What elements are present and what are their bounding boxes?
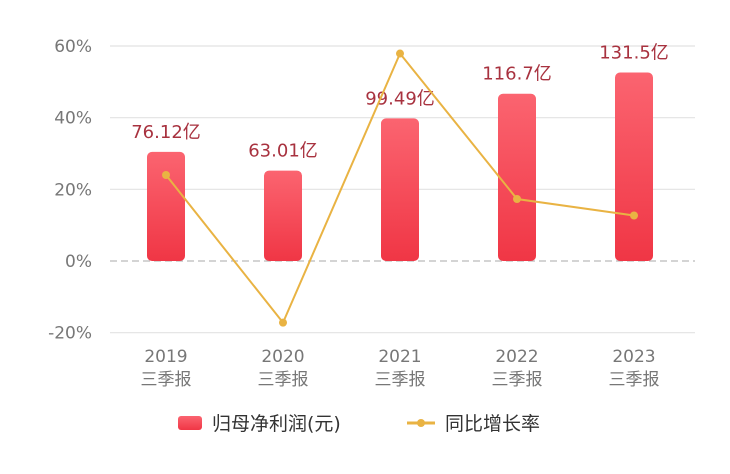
bar[interactable] — [498, 93, 536, 261]
legend: 归母净利润(元) 同比增长率 — [178, 413, 540, 435]
x-tick-period: 三季报 — [492, 370, 543, 390]
y-tick-label: 60% — [54, 37, 92, 57]
x-tick-period: 三季报 — [258, 370, 309, 390]
legend-bar-label[interactable]: 归母净利润(元) — [212, 413, 341, 435]
x-tick-year: 2023 — [612, 347, 655, 367]
bar[interactable] — [264, 170, 302, 261]
legend-bar-swatch — [178, 416, 202, 430]
bar-value-label: 131.5亿 — [599, 43, 669, 64]
growth-point[interactable] — [513, 195, 521, 204]
growth-point[interactable] — [162, 171, 170, 179]
x-tick-period: 三季报 — [375, 370, 426, 390]
x-tick-year: 2021 — [378, 347, 421, 367]
y-tick-label: 20% — [54, 180, 92, 200]
x-tick-period: 三季报 — [609, 370, 660, 390]
x-tick-year: 2020 — [261, 347, 304, 367]
legend-line-marker — [417, 419, 425, 427]
bar-value-label: 63.01亿 — [248, 141, 318, 162]
x-tick-year: 2022 — [495, 347, 538, 367]
growth-line — [162, 49, 638, 327]
growth-point[interactable] — [279, 318, 287, 327]
y-tick-label: -20% — [48, 324, 92, 344]
x-tick-year: 2019 — [144, 347, 187, 367]
growth-point[interactable] — [630, 211, 638, 220]
x-tick-period: 三季报 — [141, 370, 192, 390]
bar[interactable] — [381, 118, 419, 261]
y-axis-ticks: 60% 40% 20% 0% -20% — [48, 37, 92, 344]
growth-point[interactable] — [396, 49, 404, 58]
y-tick-label: 0% — [65, 252, 92, 272]
bar-labels: 76.12亿 63.01亿 99.49亿 116.7亿 131.5亿 — [131, 43, 669, 162]
bar-value-label: 76.12亿 — [131, 122, 201, 143]
bar[interactable] — [615, 72, 653, 262]
y-tick-label: 40% — [54, 109, 92, 129]
bar-value-label: 99.49亿 — [365, 88, 435, 109]
bar-value-label: 116.7亿 — [482, 64, 552, 85]
x-axis-ticks: 2019 三季报 2020 三季报 2021 三季报 2022 三季报 2023 三季报 — [141, 347, 660, 390]
bar[interactable] — [147, 151, 185, 261]
legend-line-label[interactable]: 同比增长率 — [445, 413, 540, 435]
